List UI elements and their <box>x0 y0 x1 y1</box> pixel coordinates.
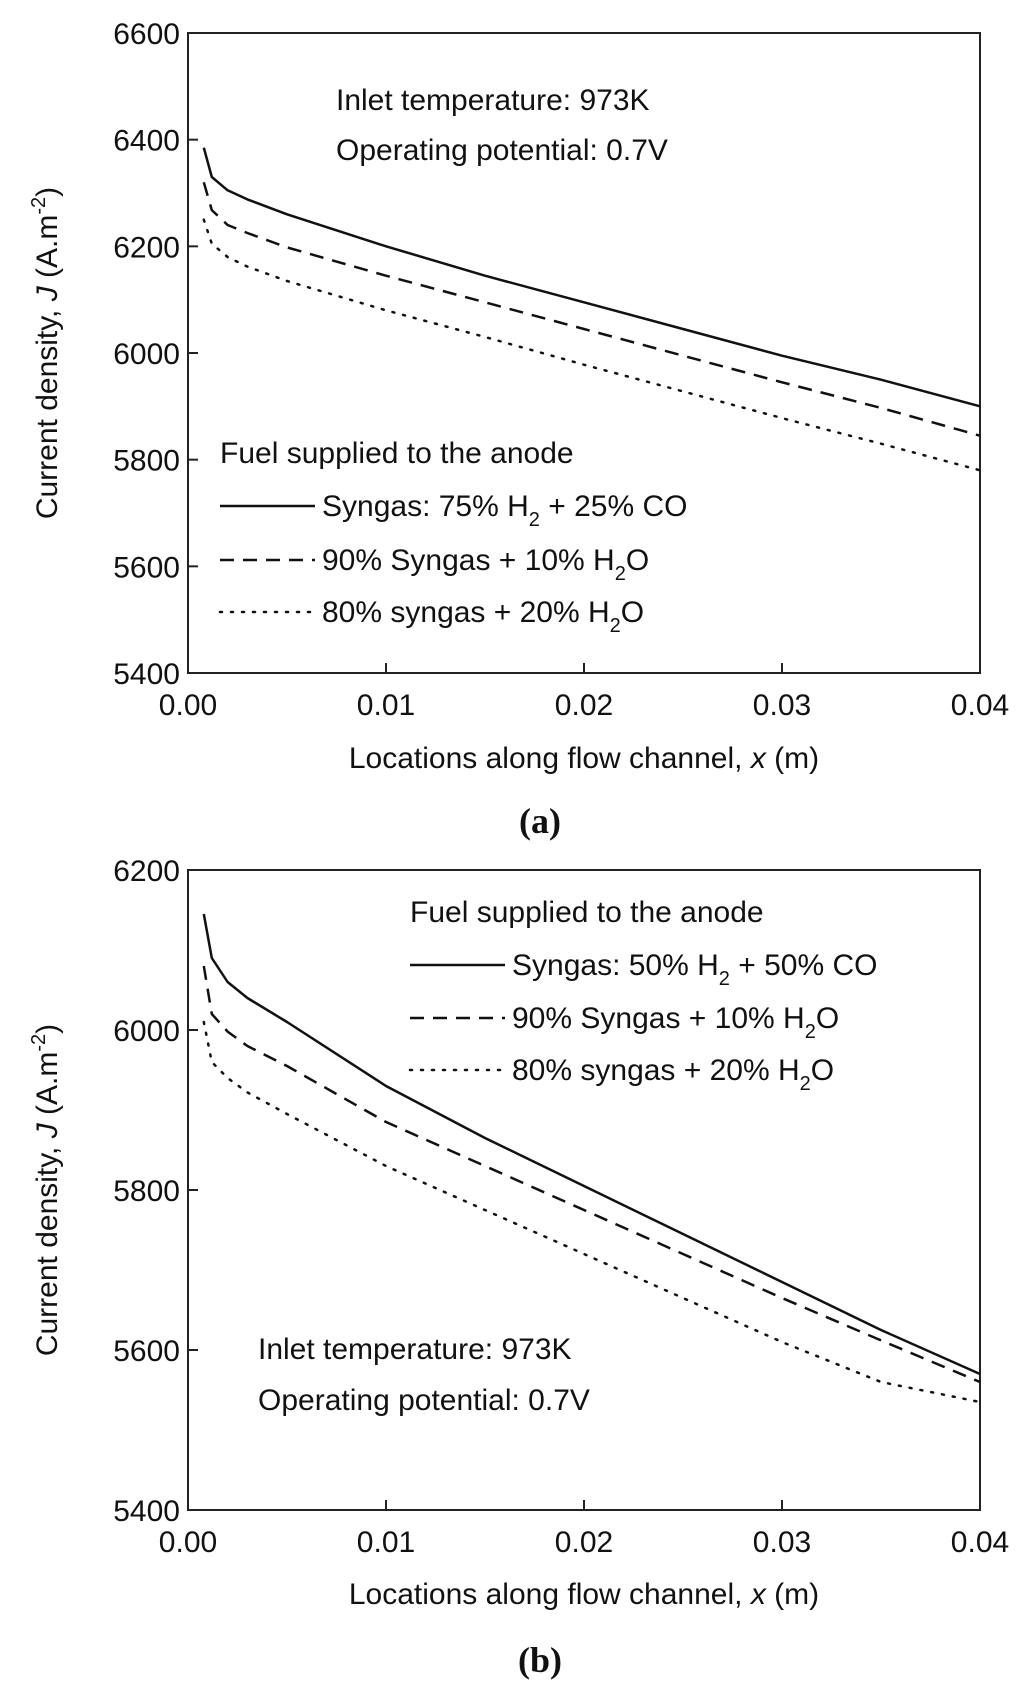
y-tick-label: 6200 <box>113 231 180 264</box>
legend-text: 90% Syngas + 10% H <box>322 544 615 577</box>
legend-text: O <box>626 544 649 577</box>
legend-text: O <box>811 1054 834 1087</box>
y-tick-label: 5800 <box>113 1175 180 1208</box>
legend-subscript: 2 <box>529 509 540 531</box>
panel-a-legend-title: Fuel supplied to the anode <box>220 437 574 470</box>
panel-b-series <box>202 913 982 1404</box>
panel-b-x-axis-label: Locations along flow channel, x (m) <box>349 1578 819 1611</box>
panel-b-legend-item-2: 90% Syngas + 10% H2O <box>512 1002 839 1043</box>
xlabel-variable: x <box>749 1578 767 1611</box>
panel-a-note-temperature: Inlet temperature: 973K <box>336 84 650 117</box>
x-tick-label: 0.00 <box>159 1526 217 1559</box>
panel-a-plot-frame <box>187 32 981 674</box>
panel-b-legend-item-3: 80% syngas + 20% H2O <box>512 1054 834 1095</box>
x-tick-label: 0.02 <box>555 689 613 722</box>
legend-text: 80% syngas + 20% H <box>322 596 610 629</box>
series-line-dotted <box>202 218 982 472</box>
x-tick-label: 0.01 <box>357 1526 415 1559</box>
legend-subscript: 2 <box>805 1021 816 1043</box>
ylabel-unit: (A.m <box>31 215 64 287</box>
ylabel-exponent: -2 <box>28 197 50 215</box>
xlabel-variable: x <box>749 742 767 775</box>
panel-a-letter: (a) <box>519 801 561 841</box>
panel-a-x-ticks: 0.00 0.01 0.02 0.03 0.04 <box>159 663 1009 722</box>
series-line-dashed <box>202 965 981 1384</box>
xlabel-unit: (m) <box>766 742 819 775</box>
series-line-solid <box>202 913 981 1376</box>
series-line-dotted <box>202 1020 982 1404</box>
panel-b-note-temperature: Inlet temperature: 973K <box>258 1333 572 1366</box>
panel-b-legend-item-1: Syngas: 50% H2 + 50% CO <box>512 949 877 990</box>
legend-text: Syngas: 75% H <box>322 490 529 523</box>
panel-b-y-axis-label: Current density, J (A.m-2) <box>28 1024 64 1356</box>
legend-text: + 50% CO <box>730 949 878 982</box>
panel-a-legend-item-1: Syngas: 75% H2 + 25% CO <box>322 490 687 531</box>
ylabel-close: ) <box>31 187 64 197</box>
legend-subscript: 2 <box>719 968 730 990</box>
ylabel-exponent: -2 <box>28 1034 50 1052</box>
series-line-solid <box>202 147 981 408</box>
y-tick-label: 5600 <box>113 551 180 584</box>
x-tick-label: 0.03 <box>753 1526 811 1559</box>
x-tick-label: 0.03 <box>753 689 811 722</box>
ylabel-variable: J <box>31 1122 64 1139</box>
panel-a-series <box>202 147 982 472</box>
panel-a-x-axis-label: Locations along flow channel, x (m) <box>349 742 819 775</box>
y-tick-label: 5400 <box>113 658 180 691</box>
x-tick-label: 0.00 <box>159 689 217 722</box>
x-tick-label: 0.04 <box>951 1526 1009 1559</box>
xlabel-unit: (m) <box>766 1578 819 1611</box>
legend-subscript: 2 <box>615 563 626 585</box>
y-tick-label: 6600 <box>113 18 180 51</box>
panel-b-x-ticks: 0.00 0.01 0.02 0.03 0.04 <box>159 1500 1009 1559</box>
y-tick-label: 6000 <box>113 338 180 371</box>
panel-b-label: (b) <box>518 1640 562 1680</box>
ylabel-close: ) <box>31 1024 64 1034</box>
ylabel-variable: J <box>31 285 64 302</box>
panel-a-legend-item-3: 80% syngas + 20% H2O <box>322 596 644 637</box>
panel-a-y-axis-label: Current density, J (A.m-2) <box>28 187 64 519</box>
y-tick-label: 5600 <box>113 1335 180 1368</box>
ylabel-text: Current density, <box>31 301 64 519</box>
y-tick-label: 5400 <box>113 1495 180 1528</box>
ylabel-unit: (A.m <box>31 1052 64 1124</box>
legend-text: Syngas: 50% H <box>512 949 719 982</box>
series-line-dashed <box>202 181 981 437</box>
ylabel-text: Current density, <box>31 1138 64 1356</box>
y-tick-label: 6400 <box>113 125 180 158</box>
panel-b-letter: (b) <box>518 1640 562 1680</box>
x-tick-label: 0.02 <box>555 1526 613 1559</box>
panel-a-y-ticks: 5400 5600 5800 6000 6200 6400 6600 <box>113 18 198 691</box>
y-tick-label: 6200 <box>113 855 180 888</box>
y-tick-label: 5800 <box>113 445 180 478</box>
panel-b-note-potential: Operating potential: 0.7V <box>258 1384 590 1417</box>
legend-subscript: 2 <box>610 615 621 637</box>
panel-a-legend-item-2: 90% Syngas + 10% H2O <box>322 544 649 585</box>
x-tick-label: 0.04 <box>951 689 1009 722</box>
panel-a-legend: Fuel supplied to the anode Syngas: 75% H… <box>218 437 687 637</box>
xlabel-text: Locations along flow channel, <box>349 1578 751 1611</box>
legend-text: 80% syngas + 20% H <box>512 1054 800 1087</box>
panel-b-legend: Fuel supplied to the anode Syngas: 50% H… <box>408 896 877 1095</box>
xlabel-text: Locations along flow channel, <box>349 742 751 775</box>
legend-text: O <box>621 596 644 629</box>
panel-b-legend-title: Fuel supplied to the anode <box>410 896 764 929</box>
legend-text: O <box>816 1002 839 1035</box>
panel-a-note-potential: Operating potential: 0.7V <box>336 134 668 167</box>
panel-a-label: (a) <box>519 801 561 841</box>
y-tick-label: 6000 <box>113 1015 180 1048</box>
legend-text: 90% Syngas + 10% H <box>512 1002 805 1035</box>
panel-b-y-ticks: 5400 5600 5800 6000 6200 <box>113 855 198 1528</box>
legend-subscript: 2 <box>800 1073 811 1095</box>
x-tick-label: 0.01 <box>357 689 415 722</box>
legend-text: + 25% CO <box>540 490 688 523</box>
